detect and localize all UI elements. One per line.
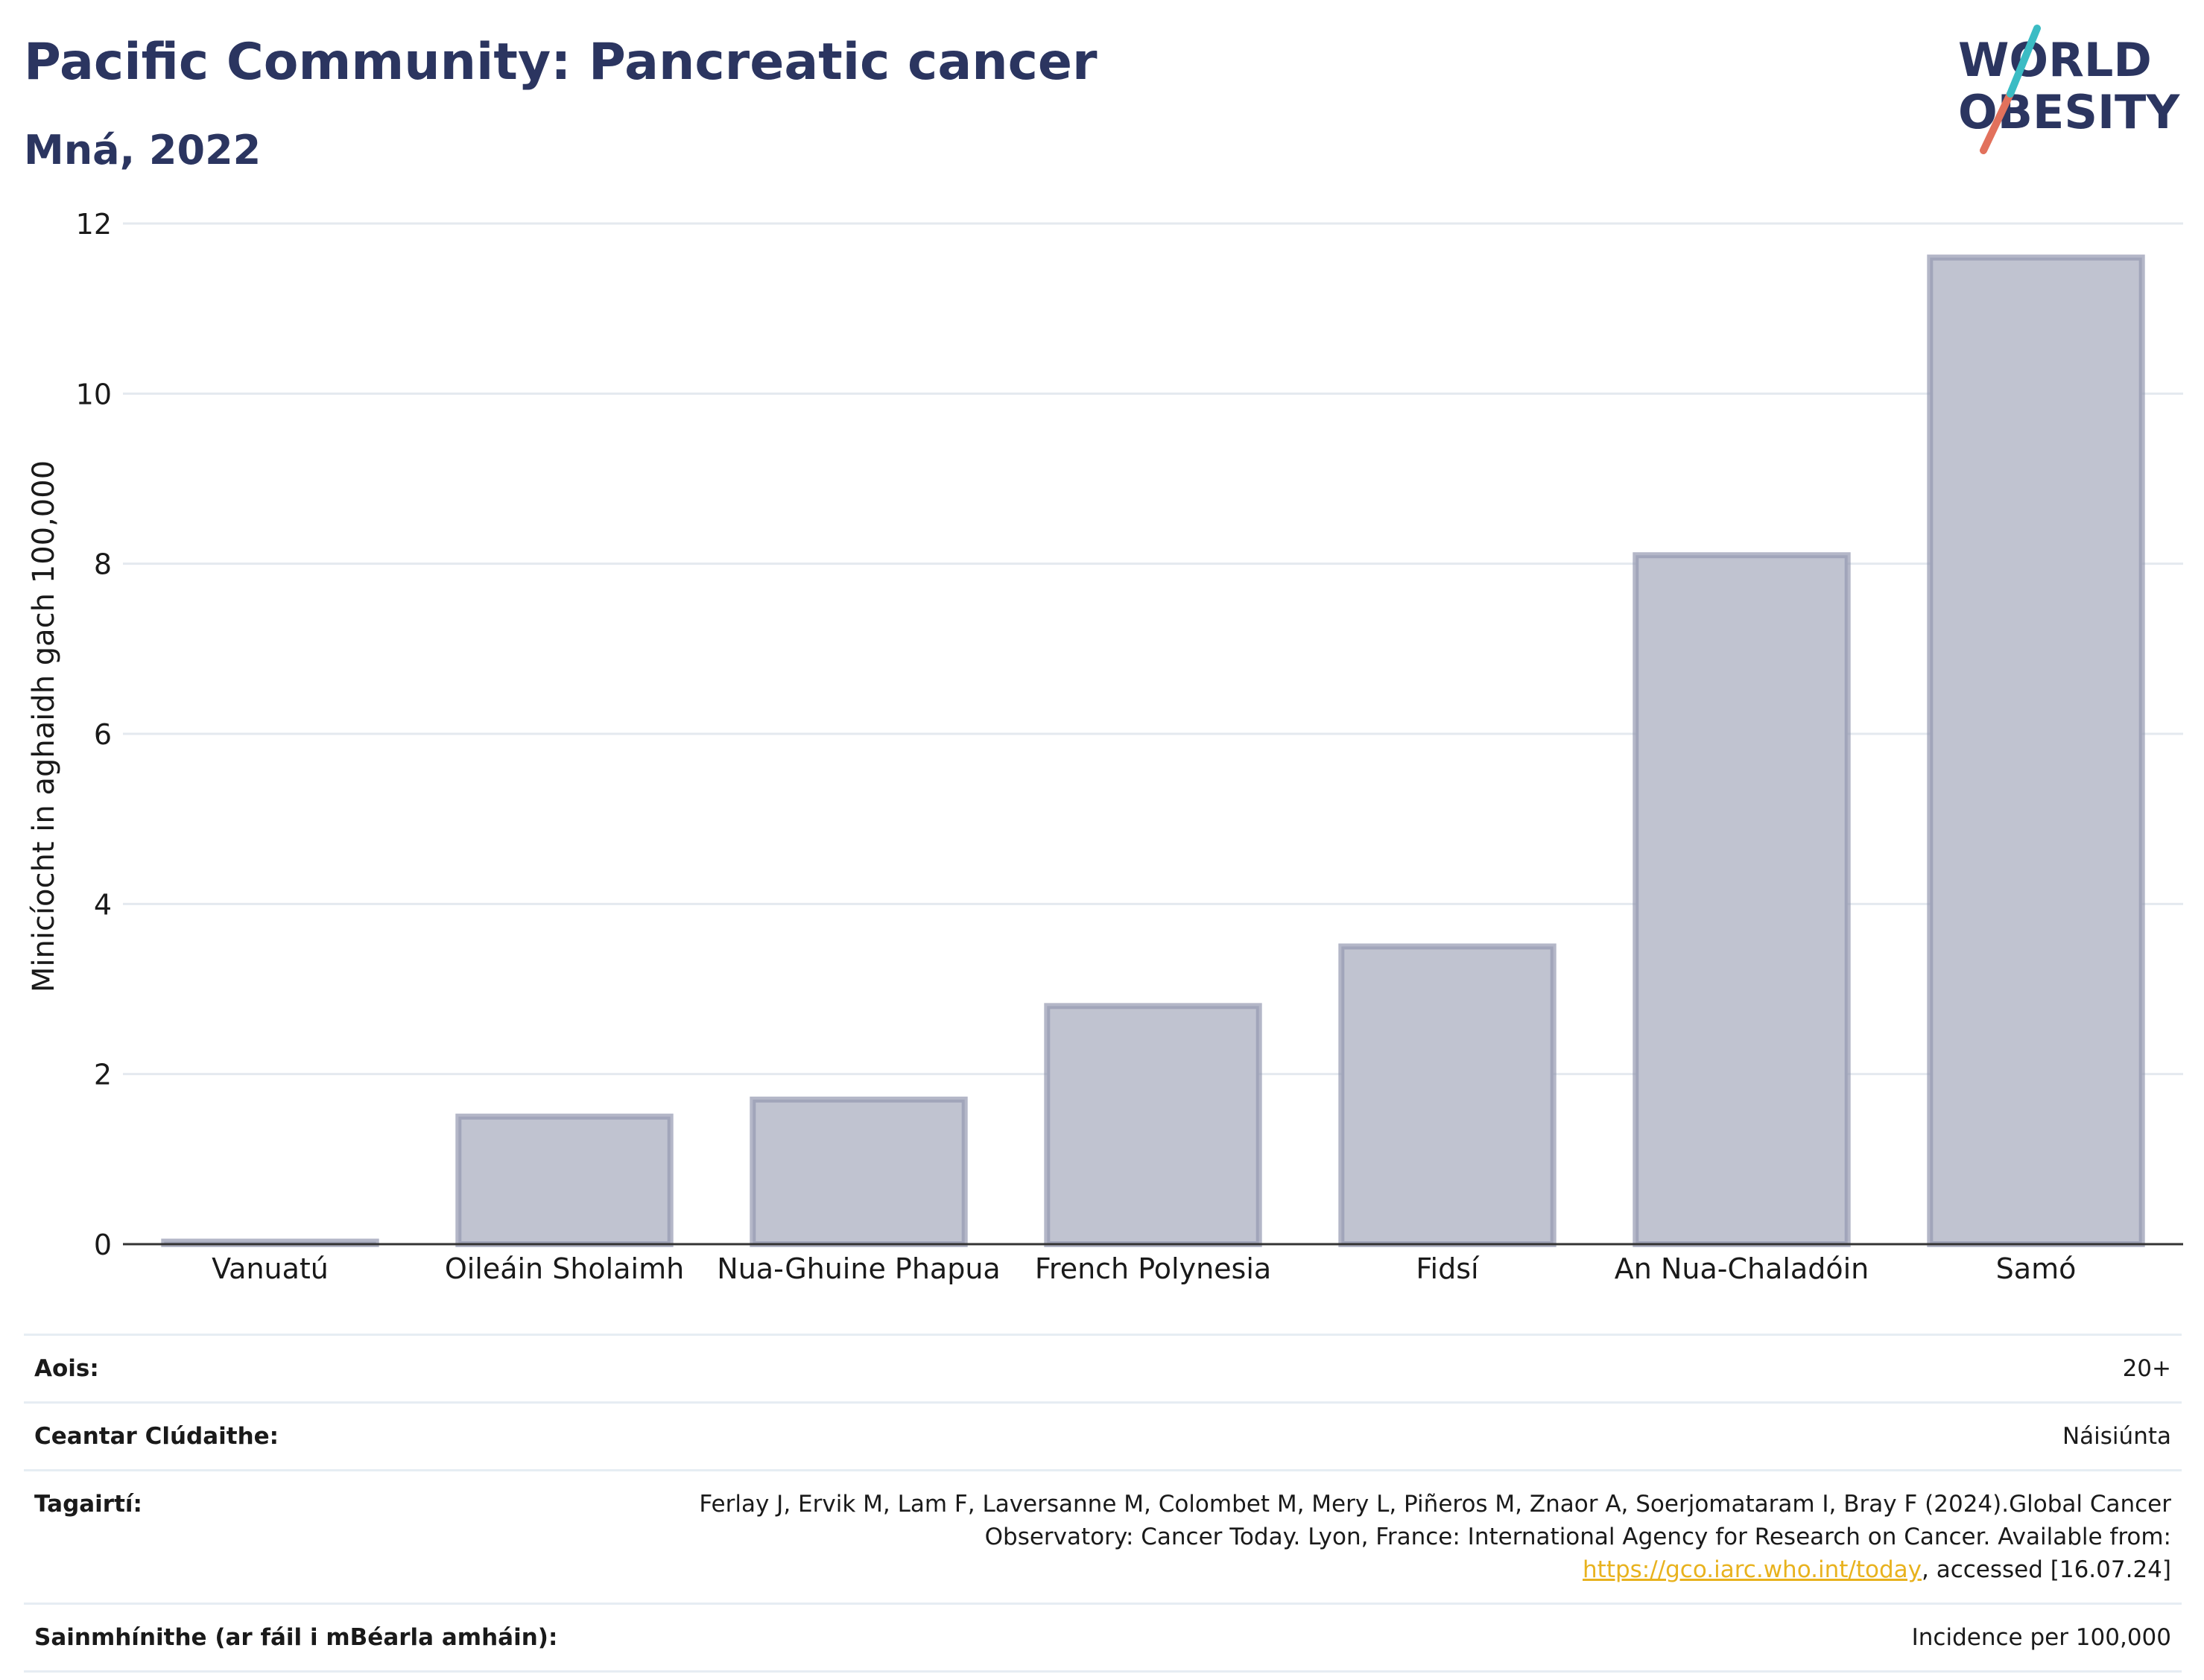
bar [1044, 1003, 1262, 1248]
world-obesity-logo: WORLD OBESITY [1958, 25, 2180, 154]
logo-word-world: WORLD [1958, 33, 2152, 87]
y-tick-label: 10 [76, 378, 112, 411]
references-label: Tagairtí: [34, 1491, 142, 1518]
metadata-table: Aois: 20+ Ceantar Clúdaithe: Náisiúnta T… [24, 1334, 2182, 1673]
x-tick-label: Vanuatú [212, 1252, 329, 1285]
references-value: Ferlay J, Ervik M, Lam F, Laversanne M, … [651, 1488, 2171, 1586]
x-axis-labels: Vanuatú Oileáin Sholaimh Nua-Ghuine Phapua… [212, 1252, 2076, 1285]
coverage-value: Náisiúnta [2062, 1423, 2171, 1450]
age-value: 20+ [2122, 1355, 2171, 1382]
bar [1927, 254, 2145, 1248]
references-accessed: , accessed [16.07.24] [1921, 1556, 2171, 1583]
x-tick-label: Oileáin Sholaimh [445, 1252, 684, 1285]
x-tick-label: Samó [1996, 1252, 2077, 1285]
definitions-label: Sainmhínithe (ar fáil i mBéarla amháin): [34, 1624, 558, 1651]
y-tick-label: 0 [94, 1229, 112, 1261]
definitions-value: Incidence per 100,000 [1911, 1624, 2171, 1651]
x-tick-label: Nua-Ghuine Phapua [717, 1252, 1000, 1285]
x-tick-label: Fidsí [1416, 1252, 1480, 1285]
y-axis-ticks: 0 2 4 6 8 10 12 [76, 208, 112, 1261]
x-tick-label: French Polynesia [1035, 1252, 1271, 1285]
y-tick-label: 12 [76, 208, 112, 241]
meta-row-references: Tagairtí: Ferlay J, Ervik M, Lam F, Lave… [24, 1469, 2182, 1603]
bars [161, 254, 2145, 1248]
x-tick-label: An Nua-Chaladóin [1615, 1252, 1869, 1285]
y-tick-label: 8 [94, 548, 112, 581]
bar [1338, 943, 1557, 1247]
chart-title: Pacific Community: Pancreatic cancer [24, 33, 1098, 92]
references-link[interactable]: https://gco.iarc.who.int/today [1583, 1556, 1922, 1583]
bar [750, 1096, 968, 1247]
y-tick-label: 4 [94, 888, 112, 921]
chart-subtitle: Mná, 2022 [24, 127, 262, 174]
coverage-label: Ceantar Clúdaithe: [34, 1423, 279, 1450]
bar [1633, 552, 1851, 1247]
y-axis-label: Minicíocht in aghaidh gach 100,000 [27, 460, 61, 992]
meta-row-age: Aois: 20+ [24, 1334, 2182, 1401]
y-tick-label: 2 [94, 1059, 112, 1091]
grid-lines [123, 222, 2183, 1076]
bar [455, 1113, 674, 1247]
age-label: Aois: [34, 1355, 99, 1382]
meta-row-definitions: Sainmhínithe (ar fáil i mBéarla amháin):… [24, 1603, 2182, 1673]
references-text: Ferlay J, Ervik M, Lam F, Laversanne M, … [699, 1491, 2171, 1550]
y-tick-label: 6 [94, 718, 112, 751]
bar-chart: 0 2 4 6 8 10 12 Vanuatú Oileáin Sholaimh Nua-Ghu… [27, 208, 2183, 1285]
meta-row-coverage: Ceantar Clúdaithe: Náisiúnta [24, 1401, 2182, 1469]
